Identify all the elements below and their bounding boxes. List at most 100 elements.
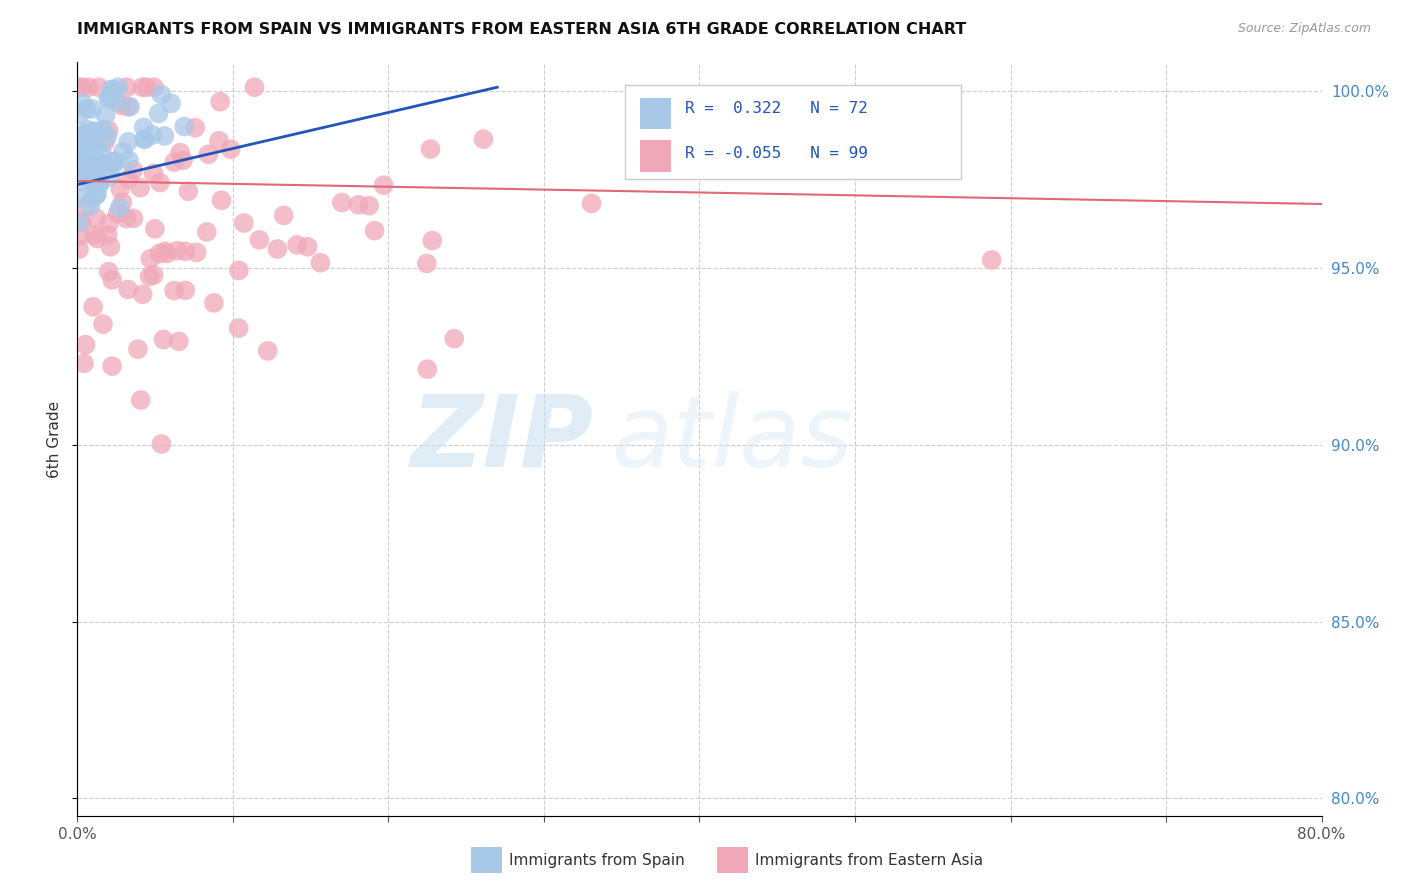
Point [122, 211, 145, 226]
Text: R = -0.055   N = 99: R = -0.055 N = 99 [685, 146, 868, 161]
Point [73, 139, 96, 153]
Point [82, 153, 104, 167]
Point [416, 362, 439, 376]
Point [209, 95, 232, 109]
Point [87, 157, 110, 171]
Point [153, 128, 176, 143]
Point [115, 80, 138, 95]
Point [153, 244, 176, 259]
Point [111, 195, 134, 210]
Point [69, 154, 91, 169]
Point [70, 167, 93, 181]
Point [69, 228, 91, 243]
Point [75, 162, 97, 177]
Point [115, 211, 138, 226]
Point [84, 125, 107, 139]
Point [167, 334, 190, 349]
Bar [640, 98, 671, 129]
Point [163, 155, 186, 169]
Point [135, 80, 157, 95]
Text: Immigrants from Eastern Asia: Immigrants from Eastern Asia [755, 854, 983, 868]
Point [127, 343, 149, 357]
Point [166, 244, 188, 258]
Point [94, 108, 117, 122]
Point [297, 240, 319, 254]
Point [101, 154, 124, 169]
Point [73, 143, 96, 157]
Point [87, 177, 110, 191]
Point [73, 136, 96, 150]
Point [416, 256, 439, 270]
Point [75, 337, 97, 351]
Point [75, 200, 97, 214]
Point [75, 169, 97, 183]
Point [82, 191, 104, 205]
Point [97, 217, 120, 231]
Point [90, 157, 112, 171]
Point [160, 96, 183, 111]
Point [79, 199, 101, 213]
Point [89, 178, 111, 192]
Point [82, 139, 104, 153]
Point [184, 120, 207, 135]
Point [118, 153, 141, 168]
Point [309, 256, 332, 270]
Point [87, 169, 110, 183]
Point [148, 246, 170, 260]
Point [174, 244, 197, 259]
Point [87, 128, 110, 142]
Point [208, 134, 231, 148]
Point [86, 187, 108, 202]
Point [72, 96, 94, 111]
Point [97, 123, 120, 137]
Point [163, 284, 186, 298]
Point [107, 206, 129, 220]
Point [150, 437, 173, 451]
Point [132, 120, 155, 135]
Point [69, 168, 91, 182]
Point [101, 359, 124, 373]
Point [110, 98, 132, 112]
Point [86, 187, 108, 202]
Point [108, 201, 131, 215]
Point [143, 221, 166, 235]
Point [94, 135, 117, 149]
Point [134, 132, 156, 146]
Point [347, 198, 370, 212]
Point [67, 242, 90, 256]
Point [149, 176, 172, 190]
Point [285, 238, 308, 252]
Point [219, 142, 242, 156]
Point [104, 154, 127, 169]
Point [195, 225, 218, 239]
Point [72, 80, 94, 95]
Point [134, 132, 156, 146]
Point [82, 159, 104, 173]
Point [472, 132, 495, 146]
Point [142, 166, 165, 180]
Point [152, 333, 174, 347]
Text: ZIP: ZIP [411, 391, 593, 488]
Point [70, 215, 93, 229]
Bar [640, 140, 671, 172]
Text: R =  0.322   N = 72: R = 0.322 N = 72 [685, 101, 868, 116]
Point [117, 135, 139, 149]
Point [67, 108, 90, 122]
Point [120, 100, 142, 114]
Point [266, 242, 288, 256]
Point [103, 83, 125, 97]
Point [87, 80, 110, 95]
Point [100, 82, 122, 96]
Point [174, 284, 197, 298]
Point [186, 245, 208, 260]
Point [77, 127, 100, 141]
Point [980, 252, 1002, 267]
Text: Source: ZipAtlas.com: Source: ZipAtlas.com [1237, 22, 1371, 36]
Point [67, 191, 90, 205]
Point [83, 124, 105, 138]
FancyBboxPatch shape [624, 85, 960, 179]
Point [111, 145, 134, 159]
Point [256, 343, 278, 358]
Point [83, 162, 105, 177]
Point [142, 80, 165, 95]
